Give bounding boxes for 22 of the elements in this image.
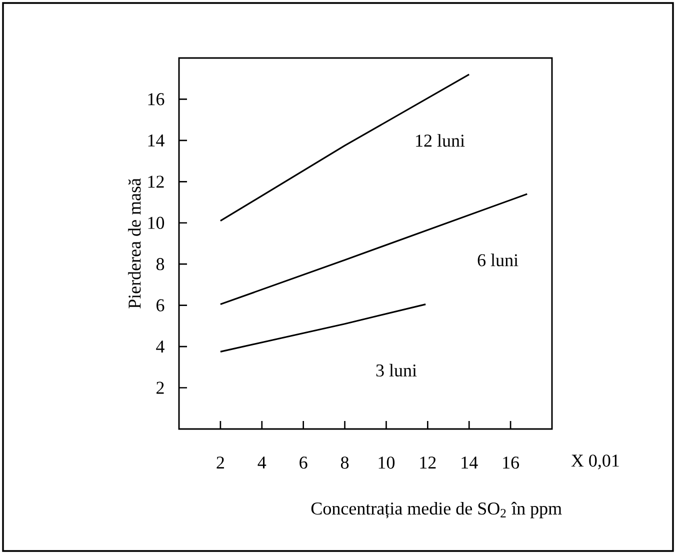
- x-tick-label: 14: [462, 456, 478, 468]
- y-tick-label: 14: [148, 134, 164, 146]
- x-tick-label: 8: [340, 456, 349, 469]
- y-tick-label: 6: [156, 299, 164, 312]
- x-tick-label: 6: [300, 456, 308, 469]
- x-tick-label: 10: [378, 456, 395, 469]
- x-axis-title: Concentrația medie de SO$_{2}$ în ppm: [311, 502, 562, 518]
- x-tick-label: 12: [420, 456, 436, 469]
- x-tick-label: 16: [503, 456, 520, 469]
- y-tick-label: 8: [156, 258, 164, 270]
- x-tick-label: 2: [216, 456, 224, 469]
- y-tick-label: 2: [156, 382, 164, 394]
- y-tick-label: 16: [148, 93, 164, 106]
- text: X 0,01: [571, 454, 619, 470]
- series-label: 12 luni: [416, 134, 465, 147]
- y-tick-label: 10: [148, 216, 164, 229]
- text: 3 luni: [376, 364, 417, 377]
- y-tick-label: 12: [148, 176, 164, 188]
- text: 6 luni: [478, 254, 518, 266]
- y-axis-title: Pierderea de masă: [128, 178, 141, 308]
- y-tick-label: 4: [156, 340, 164, 352]
- x-tick-label: 4: [258, 456, 266, 468]
